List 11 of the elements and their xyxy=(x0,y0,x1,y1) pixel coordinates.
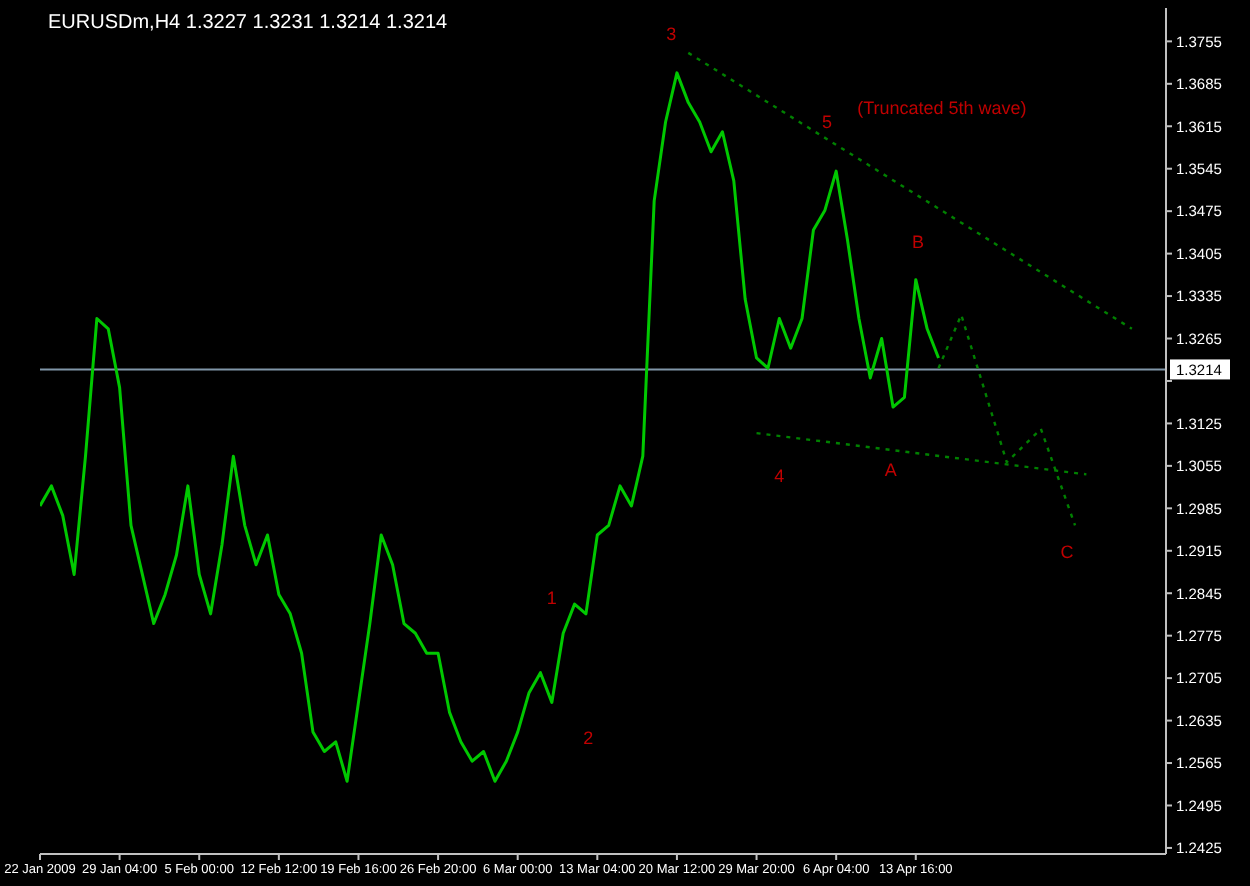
line-series xyxy=(40,71,941,783)
annotation: 3 xyxy=(666,23,677,44)
annotation: 1 xyxy=(546,588,557,609)
annotation: C xyxy=(1060,542,1074,563)
annotation: 4 xyxy=(774,466,785,487)
annotation: 2 xyxy=(583,727,594,748)
annotation: 5 xyxy=(822,112,833,132)
annotation: (Truncated 5th wave) xyxy=(857,98,1027,119)
annotation: B xyxy=(912,232,925,253)
chart-title: EURUSDm,H4 1.3227 1.3231 1.3214 1.3214 xyxy=(48,12,448,34)
annotation: A xyxy=(884,460,897,481)
